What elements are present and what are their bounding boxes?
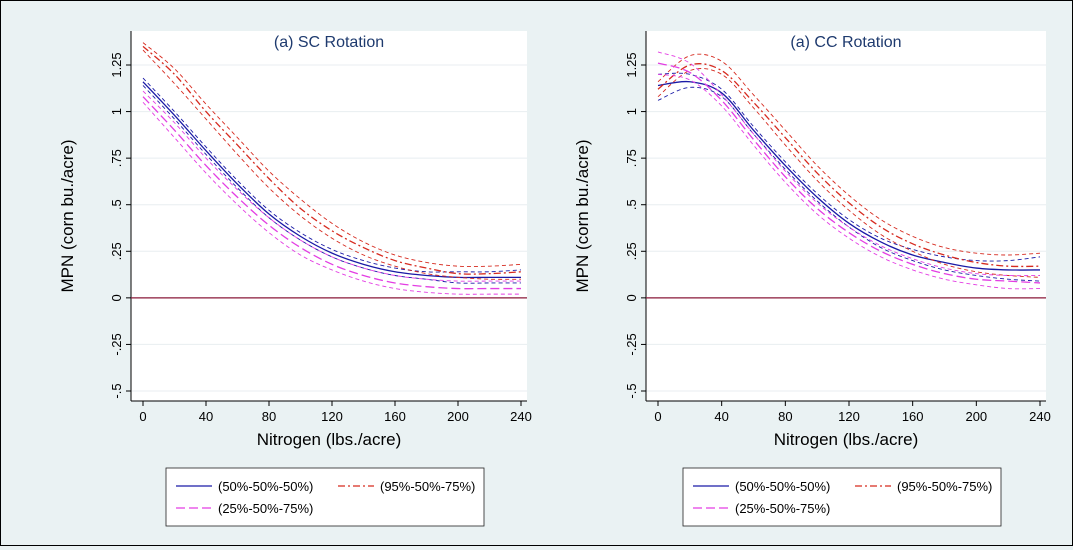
chart-panel-2: -.5 -.25 0 .25 .5 .75 1 1.25 0 40 80 120 160 200 240 Ni… [540,7,1065,541]
x-tick-label: 160 [384,409,406,424]
x-tick-label: 80 [778,409,792,424]
x-tick-label: 240 [1029,409,1051,424]
legend: (50%-50%-50%) (95%-50%-75%) (25%-50%-75%) [165,467,485,527]
x-tick-label: 120 [321,409,343,424]
series-line-4 [657,63,1041,268]
y-tick-label: .25 [109,242,124,260]
legend-box [682,467,1002,527]
y-tick-label: .75 [109,149,124,167]
legend-label: (50%-50%-50%) [735,479,830,494]
y-axis-label: MPN (corn bu./acre) [58,139,77,292]
series-line-6 [657,53,1041,256]
legend-label: (50%-50%-50%) [218,479,313,494]
y-tick-label: 0 [109,294,124,301]
x-tick-label: 40 [714,409,728,424]
series-line-3 [657,72,1041,262]
y-tick-label: 0 [624,294,639,301]
series-line-7 [142,96,521,290]
legend-label: (25%-50%-75%) [735,501,830,516]
x-tick-label: 200 [447,409,469,424]
series-line-5 [142,49,522,280]
x-axis-label: Nitrogen (lbs./acre) [774,430,919,449]
plot-area [131,31,527,401]
plot-area [646,31,1046,401]
legend-box [165,467,485,527]
y-tick-label: .5 [109,199,124,210]
series-line-1 [657,80,1041,271]
x-tick-label: 80 [262,409,276,424]
legend: (50%-50%-50%) (95%-50%-75%) (25%-50%-75%) [682,467,1002,527]
series-line-6 [142,42,522,267]
x-tick-label: 240 [510,409,532,424]
series-line-3 [142,77,522,273]
y-tick-label: .25 [624,242,639,260]
series-line-4 [142,45,522,275]
x-axis-label: Nitrogen (lbs./acre) [257,430,402,449]
y-tick-label: .5 [624,199,639,210]
series-line-8 [142,101,521,295]
y-axis-label: MPN (corn bu./acre) [573,139,592,292]
chart-title: (a) SC Rotation [274,34,384,51]
x-tick-label: 200 [965,409,987,424]
legend-label: (25%-50%-75%) [218,501,313,516]
y-tick-label: -.25 [109,333,124,355]
x-tick-label: 0 [654,409,661,424]
series-line-5 [657,68,1041,278]
legend-label: (95%-50%-75%) [897,479,992,494]
y-tick-label: 1.25 [624,52,639,77]
series-line-9 [657,51,1041,277]
y-tick-label: 1 [624,108,639,115]
x-tick-label: 0 [139,409,146,424]
chart-panel-1: -.5 -.25 0 .25 .5 .75 1 1.25 0 40 80 120 160 200 240 Ni… [7,7,532,541]
y-tick-label: -.25 [624,333,639,355]
y-tick-label: 1.25 [109,52,124,77]
x-tick-label: 40 [199,409,213,424]
x-tick-label: 160 [902,409,924,424]
series-line-2 [142,85,521,284]
y-tick-label: 1 [109,108,124,115]
series-line-8 [657,73,1041,290]
y-tick-label: .75 [624,149,639,167]
series-line-7 [657,62,1041,284]
chart-title: (a) CC Rotation [790,34,901,51]
y-tick-label: -.5 [109,383,124,398]
x-tick-label: 120 [838,409,860,424]
legend-label: (95%-50%-75%) [380,479,475,494]
y-tick-label: -.5 [624,383,639,398]
series-line-9 [142,90,521,282]
